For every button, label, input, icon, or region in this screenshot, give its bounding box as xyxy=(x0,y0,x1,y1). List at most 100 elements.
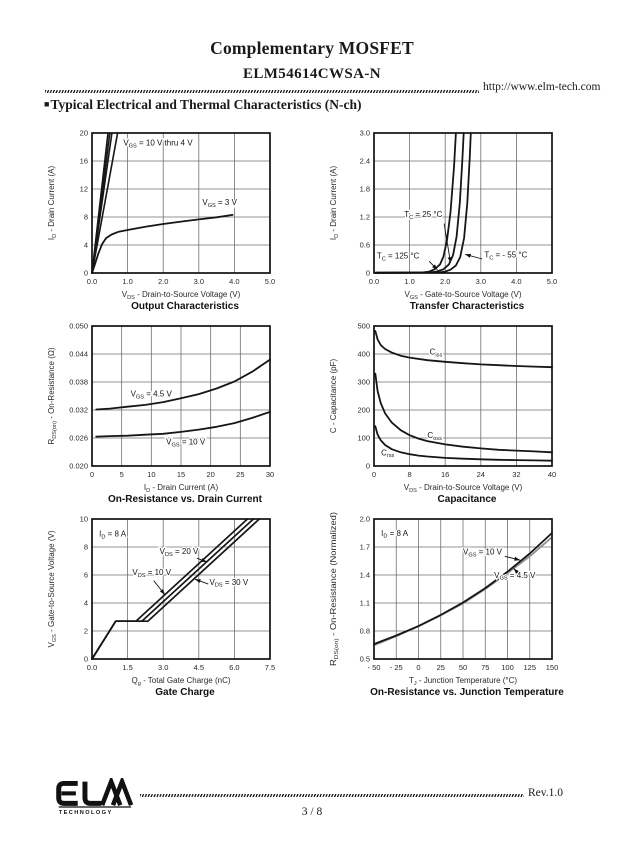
annotation-label: VGS = 4.5 V xyxy=(494,571,536,582)
x-tick-label: 125 xyxy=(523,663,536,672)
y-tick-label: 300 xyxy=(357,378,370,387)
chart-output-characteristics: 0.0 1.0 2.0 3.0 4.0 5.0 0 4 8 12 16 20 VDS - Drain-t… xyxy=(44,126,306,319)
y-tick-label: 0.038 xyxy=(69,378,88,387)
chart-title: On-Resistance vs. Junction Temperature xyxy=(370,687,564,698)
charts-grid: 0.0 1.0 2.0 3.0 4.0 5.0 0 4 8 12 16 20 VDS - Drain-t… xyxy=(44,126,588,705)
website-url: http://www.elm-tech.com xyxy=(483,81,601,93)
x-tick-label: 5 xyxy=(120,470,124,479)
x-tick-label: 4.0 xyxy=(229,277,239,286)
y-tick-label: 2.0 xyxy=(360,515,370,524)
plot-border xyxy=(373,132,553,274)
series-line xyxy=(91,214,234,274)
x-tick-label: 1.0 xyxy=(122,277,132,286)
chart-capacitance: 0 8 16 24 32 40 0 100 200 300 400 500 VDS - Drain-to… xyxy=(326,319,588,512)
annotation-arrowhead xyxy=(159,589,165,595)
x-tick-label: 3.0 xyxy=(194,277,204,286)
x-tick-label: 0.0 xyxy=(87,663,97,672)
y-tick-label: 6 xyxy=(84,571,88,580)
gate-charge-plot: 0.0 1.5 3.0 4.5 6.0 7.5 0 2 4 6 8 10 Qg - Total Gate… xyxy=(47,515,275,686)
chart-title: Transfer Characteristics xyxy=(409,301,525,312)
y-axis-label: RDS(on) - On-Resistance (Normalized) xyxy=(329,512,340,666)
annotation-arrow xyxy=(443,223,451,263)
elm-logo-letters xyxy=(56,778,134,808)
y-tick-label: 0 xyxy=(84,269,88,278)
series-line xyxy=(374,330,553,369)
chart-on-resistance-vs-drain-current: 0 5 10 15 20 25 30 0.020 0.026 0.032 0.038 0.044 0.0… xyxy=(44,319,306,512)
elm-technology-logo: TECHNOLOGY xyxy=(56,778,134,816)
plot-border xyxy=(373,518,553,660)
chart-title: On-Resistance vs. Drain Current xyxy=(108,494,262,505)
x-tick-label: 0 xyxy=(372,470,376,479)
x-tick-label: 20 xyxy=(206,470,214,479)
series-line xyxy=(91,132,119,274)
annotation-arrowhead xyxy=(465,253,471,258)
y-tick-label: 500 xyxy=(357,322,370,331)
x-tick-label: 150 xyxy=(546,663,559,672)
x-tick-label: 75 xyxy=(481,663,489,672)
square-bullet-icon: ■ xyxy=(44,99,50,109)
footer-divider xyxy=(140,794,524,797)
annotation-arrowhead xyxy=(513,568,519,574)
y-tick-label: 100 xyxy=(357,434,370,443)
y-tick-label: 1.8 xyxy=(360,185,370,194)
y-tick-label: 1.1 xyxy=(360,599,370,608)
document-title: Complementary MOSFET xyxy=(210,38,414,58)
x-axis-label: ID - Drain Current (A) xyxy=(144,483,219,493)
output-characteristics-plot: 0.0 1.0 2.0 3.0 4.0 5.0 0 4 8 12 16 20 VDS - Drain-t… xyxy=(47,129,275,300)
annotation-label: Crss xyxy=(381,448,394,459)
y-tick-label: 1.2 xyxy=(360,213,370,222)
y-tick-label: 0.044 xyxy=(69,350,88,359)
y-tick-label: 1.7 xyxy=(360,543,370,552)
logo-subtext: TECHNOLOGY xyxy=(59,810,113,816)
chart-on-resistance-vs-junction-temperature: - 50 - 25 0 25 50 75 100 125 150 0.5 0.8 1.1 1.4 1.7 2… xyxy=(326,512,588,705)
y-tick-label: 400 xyxy=(357,350,370,359)
x-tick-label: - 50 xyxy=(368,663,381,672)
annotation-label: TC = - 55 °C xyxy=(484,251,527,262)
x-tick-label: 32 xyxy=(512,470,520,479)
annotation-label: VGS = 10 V thru 4 V xyxy=(123,139,193,150)
x-tick-label: 1.0 xyxy=(404,277,414,286)
y-tick-label: 0.6 xyxy=(360,241,370,250)
annotation-label: Ciss xyxy=(430,348,443,359)
x-axis-label: VDS - Drain-to-Source Voltage (V) xyxy=(404,483,523,493)
series-line xyxy=(95,411,271,438)
x-tick-label: 8 xyxy=(408,470,412,479)
annotation-label: VDS = 10 V xyxy=(132,568,171,579)
annotation-label: VGS = 10 V xyxy=(463,547,503,558)
x-axis-label: Qg - Total Gate Charge (nC) xyxy=(131,676,230,686)
plot-border xyxy=(91,518,271,660)
y-tick-label: 4 xyxy=(84,241,88,250)
annotation-label: TC = 125 °C xyxy=(377,252,420,263)
y-tick-label: 0 xyxy=(84,655,88,664)
x-tick-label: 30 xyxy=(266,470,274,479)
x-tick-label: 0 xyxy=(90,470,94,479)
x-tick-label: 7.5 xyxy=(265,663,275,672)
plot-border xyxy=(373,325,553,467)
series-line xyxy=(91,518,255,660)
x-axis-label: VDS - Drain-to-Source Voltage (V) xyxy=(122,290,241,300)
x-axis-label: TJ - Junction Temperature (°C) xyxy=(409,676,517,686)
plot-border xyxy=(91,325,271,467)
chart-title: Gate Charge xyxy=(155,687,215,698)
y-tick-label: 1.4 xyxy=(360,571,370,580)
transfer-characteristics-plot: 0.0 1.0 2.0 3.0 4.0 5.0 0 0.6 1.2 1.8 2.4 3.0 VGS - … xyxy=(329,129,557,300)
page-number: 3 / 8 xyxy=(301,806,323,818)
annotation-label: TC = 25 °C xyxy=(404,210,442,221)
y-tick-label: 10 xyxy=(80,515,88,524)
y-tick-label: 0.032 xyxy=(69,406,88,415)
annotation-arrowhead xyxy=(447,256,452,263)
annotation-label: VDS = 30 V xyxy=(209,578,248,589)
annotation-label: ID = 8 A xyxy=(99,530,127,541)
x-tick-label: 25 xyxy=(236,470,244,479)
annotation-label: ID = 8 A xyxy=(381,529,409,540)
series-line xyxy=(91,518,249,660)
y-axis-label: ID - Drain Current (A) xyxy=(329,166,340,241)
chart-title: Capacitance xyxy=(437,494,497,505)
series-line xyxy=(374,132,472,274)
y-tick-label: 0.050 xyxy=(69,322,88,331)
x-tick-label: 16 xyxy=(441,470,449,479)
y-tick-label: 8 xyxy=(84,543,88,552)
y-tick-label: 2.4 xyxy=(360,157,370,166)
x-tick-label: 1.5 xyxy=(122,663,132,672)
